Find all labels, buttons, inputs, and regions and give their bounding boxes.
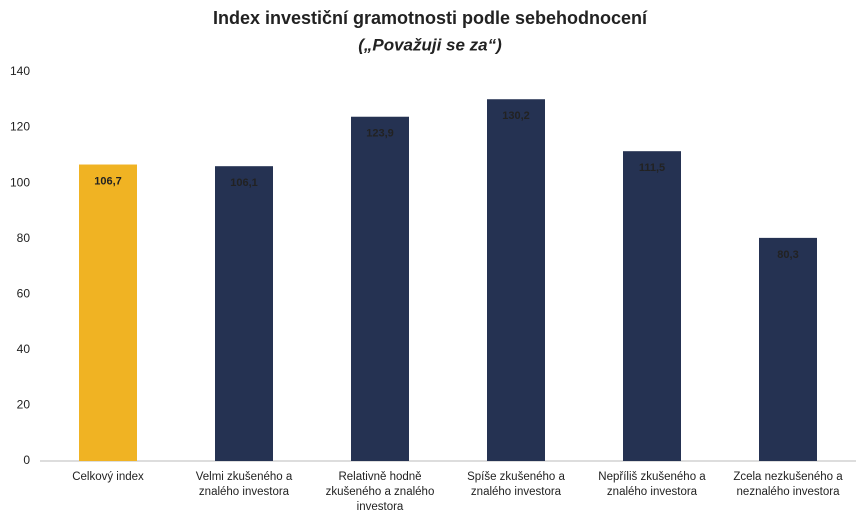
value-label: 130,2: [502, 110, 530, 122]
x-tick-label: Relativně hodně zkušeného a znalého inve…: [325, 471, 435, 513]
bar: [759, 237, 817, 461]
y-tick-label: 20: [17, 398, 31, 412]
y-tick-label: 80: [17, 231, 31, 245]
x-tick-label-box: Celkový index: [72, 471, 144, 483]
y-tick-label: 140: [10, 64, 30, 78]
value-label: 111,5: [639, 162, 665, 174]
x-tick-label: Zcela nezkušeného a neznalého investora: [733, 471, 843, 498]
bar: [79, 164, 137, 461]
chart-title: Index investiční gramotnosti podle sebeh…: [213, 8, 648, 28]
y-tick-label: 40: [17, 342, 31, 356]
y-tick-label: 100: [10, 175, 30, 189]
x-tick-label-box: Zcela nezkušeného a neznalého investora: [733, 471, 843, 498]
x-tick-label-box: Nepříliš zkušeného a znalého investora: [598, 471, 706, 498]
x-tick-label-box: Spíše zkušeného a znalého investora: [467, 471, 565, 498]
y-tick-label: 120: [10, 120, 30, 134]
value-label: 123,9: [366, 128, 394, 140]
bar: [351, 116, 409, 462]
value-label: 80,3: [777, 249, 798, 261]
value-label: 106,7: [94, 175, 122, 187]
x-tick-label: Nepříliš zkušeného a znalého investora: [598, 471, 706, 498]
value-label: 106,1: [230, 177, 258, 189]
chart-subtitle: („Považuji se za“): [358, 35, 502, 54]
y-tick-label: 60: [17, 286, 31, 300]
bar: [487, 99, 545, 461]
x-tick-label-box: Velmi zkušeného a znalého investora: [195, 471, 293, 498]
bar: [215, 166, 273, 461]
x-tick-label: Velmi zkušeného a znalého investora: [195, 471, 293, 498]
bar: [623, 151, 681, 462]
x-tick-label: Celkový index: [72, 471, 144, 483]
x-tick-label-box: Relativně hodně zkušeného a znalého inve…: [325, 471, 435, 513]
x-tick-label: Spíše zkušeného a znalého investora: [467, 471, 565, 498]
y-tick-label: 0: [23, 453, 30, 467]
